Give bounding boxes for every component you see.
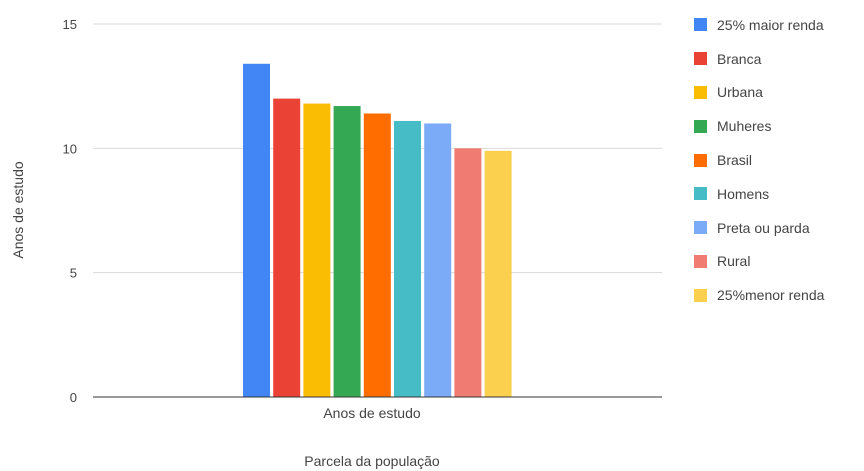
- legend-label: 25%menor renda: [717, 287, 825, 304]
- legend-swatch: [694, 18, 707, 32]
- bar-5: [394, 120, 421, 397]
- legend-swatch: [694, 119, 707, 133]
- legend-item: Rural: [694, 245, 824, 279]
- x-category-label: Anos de estudo: [323, 405, 421, 421]
- legend-swatch: [694, 153, 707, 167]
- legend-swatch: [694, 221, 707, 235]
- legend-swatch: [694, 288, 707, 302]
- y-tick-label: 5: [70, 266, 77, 281]
- legend-label: Homens: [717, 185, 770, 202]
- bar-2: [303, 103, 331, 397]
- bar-1: [273, 98, 301, 397]
- legend-item: Urbana: [694, 76, 824, 110]
- legend-swatch: [694, 187, 707, 201]
- bar-0: [243, 63, 270, 397]
- legend-item: 25%menor renda: [694, 278, 824, 312]
- legend-label: Urbana: [717, 84, 763, 101]
- legend-label: Rural: [717, 253, 751, 270]
- legend-swatch: [694, 254, 707, 268]
- bars: [243, 63, 512, 398]
- bar-4: [363, 113, 391, 398]
- legend-item: Homens: [694, 177, 824, 211]
- legend-label: Muheres: [717, 118, 772, 135]
- y-tick-label: 0: [70, 390, 77, 405]
- legend-label: Brasil: [717, 152, 753, 169]
- legend-label: Branca: [717, 50, 762, 67]
- legend-item: Preta ou parda: [694, 211, 824, 245]
- legend-label: Preta ou parda: [717, 219, 810, 236]
- y-tick-label: 10: [63, 141, 77, 156]
- legend-swatch: [694, 85, 707, 99]
- legend-item: Brasil: [694, 143, 824, 177]
- legend-item: Muheres: [694, 109, 824, 143]
- legend-item: Branca: [694, 42, 824, 76]
- legend-item: 25% maior renda: [694, 8, 824, 42]
- bar-7: [454, 148, 482, 397]
- y-axis-title: Anos de estudo: [10, 161, 26, 259]
- bar-6: [424, 123, 452, 397]
- x-axis-title: Parcela da população: [304, 453, 440, 469]
- y-axis-ticks: 0 5 10 15: [63, 17, 77, 405]
- y-tick-label: 15: [63, 17, 77, 32]
- bar-8: [484, 150, 512, 397]
- legend: 25% maior renda Branca Urbana Muheres Brasil…: [694, 8, 824, 312]
- legend-swatch: [694, 52, 707, 66]
- bar-3: [333, 106, 361, 397]
- legend-label: 25% maior renda: [717, 16, 824, 33]
